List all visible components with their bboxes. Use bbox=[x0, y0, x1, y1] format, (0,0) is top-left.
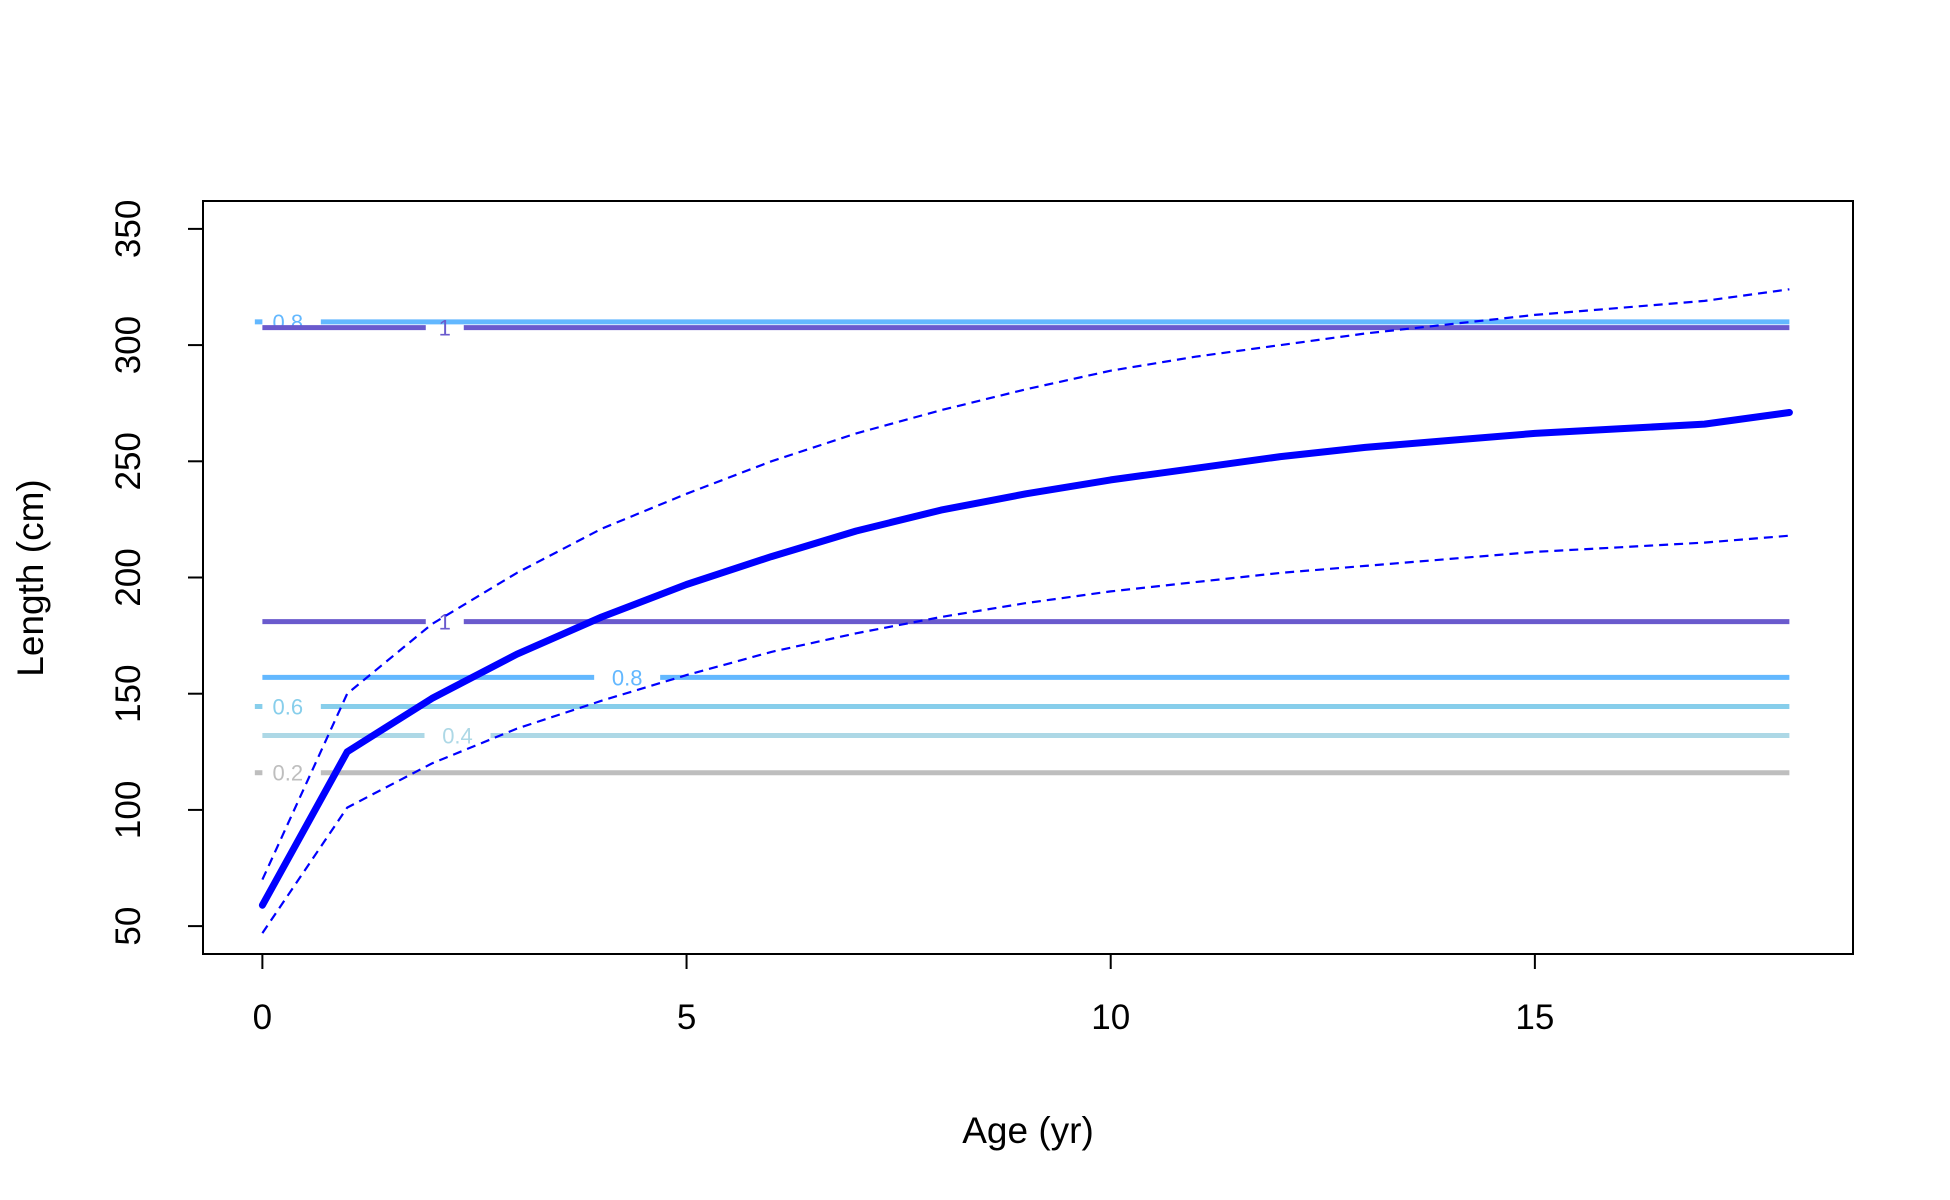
series-lower bbox=[261, 534, 1790, 934]
contour-label-5: 0.8 bbox=[273, 310, 304, 335]
x-tick-label: 0 bbox=[253, 998, 272, 1037]
contour-label-3: 0.8 bbox=[612, 665, 643, 690]
y-tick-label: 200 bbox=[109, 548, 148, 606]
contour-label-1: 0.4 bbox=[442, 724, 473, 749]
series-upper bbox=[261, 288, 1790, 881]
y-tick-label: 250 bbox=[109, 432, 148, 490]
contour-label-0: 0.2 bbox=[273, 761, 304, 786]
x-tick-label: 10 bbox=[1091, 998, 1130, 1037]
growth-series bbox=[258, 288, 1793, 934]
y-tick-label: 300 bbox=[109, 316, 148, 374]
axes: 0 5 10 15 50 100 150 200 250 300 350 bbox=[109, 200, 1554, 1037]
y-tick-label: 100 bbox=[109, 781, 148, 839]
contour-lines: 0.2 0.4 0.6 0.8 1 0.8 1 bbox=[254, 310, 1790, 786]
contour-label-2: 0.6 bbox=[273, 694, 304, 719]
contour-label-6: 1 bbox=[439, 316, 451, 341]
y-tick-label: 50 bbox=[109, 907, 148, 946]
y-tick-label: 150 bbox=[109, 664, 148, 722]
contour-label-4: 1 bbox=[439, 610, 451, 635]
x-tick-label: 5 bbox=[677, 998, 696, 1037]
x-tick-label: 15 bbox=[1515, 998, 1554, 1037]
y-tick-label: 350 bbox=[109, 200, 148, 258]
plot-frame bbox=[202, 200, 1854, 955]
series-mean bbox=[258, 409, 1793, 909]
x-axis-title: Age (yr) bbox=[962, 1110, 1094, 1151]
y-axis-title: Length (cm) bbox=[10, 479, 51, 676]
